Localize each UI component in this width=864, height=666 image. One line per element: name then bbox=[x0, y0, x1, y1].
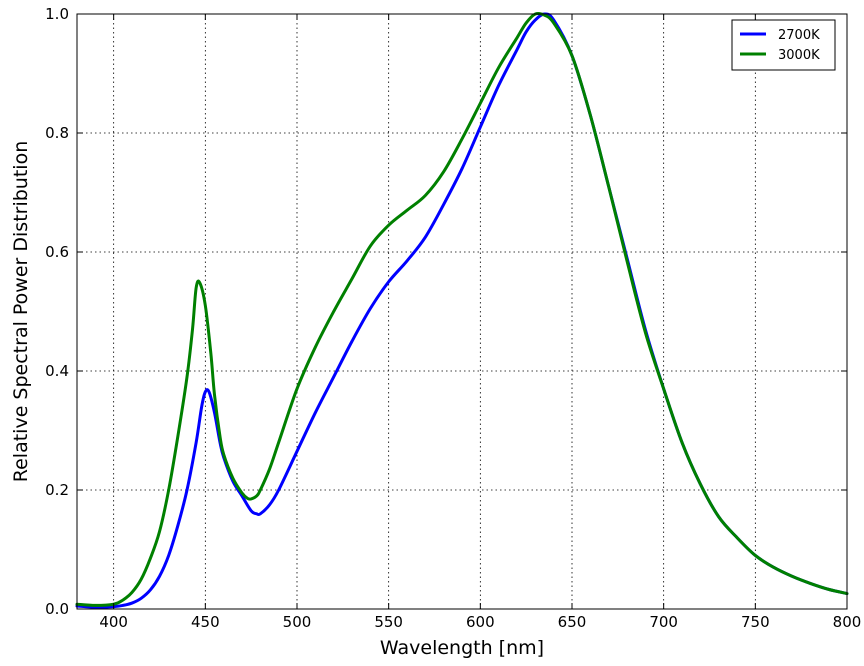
y-tick-label: 0.6 bbox=[45, 243, 69, 261]
x-tick-label: 800 bbox=[833, 613, 862, 631]
tick-labels: 400 450 500 550 600 650 700 750 800 0.0 0.2 0.4 0.6 0… bbox=[45, 5, 861, 631]
x-tick-label: 450 bbox=[191, 613, 220, 631]
y-tick-label: 0.0 bbox=[45, 600, 69, 618]
x-tick-label: 550 bbox=[374, 613, 403, 631]
y-tick-label: 0.2 bbox=[45, 481, 69, 499]
legend-box bbox=[731, 19, 836, 71]
series-line-3000k bbox=[75, 11, 849, 607]
axis-ticks bbox=[77, 13, 848, 610]
x-tick-label: 700 bbox=[649, 613, 678, 631]
legend-label: 2700K bbox=[778, 28, 820, 43]
y-tick-label: 0.4 bbox=[45, 362, 69, 380]
x-tick-label: 650 bbox=[558, 613, 587, 631]
plot-frame bbox=[76, 13, 848, 610]
x-axis-label: Wavelength [nm] bbox=[380, 637, 544, 659]
y-tick-label: 1.0 bbox=[45, 5, 69, 23]
legend: 2700K 3000K bbox=[731, 19, 836, 71]
legend-label: 3000K bbox=[778, 48, 820, 63]
x-tick-label: 400 bbox=[99, 613, 128, 631]
x-tick-label: 750 bbox=[741, 613, 770, 631]
x-tick-label: 600 bbox=[466, 613, 495, 631]
series-lines bbox=[75, 11, 849, 609]
y-axis-label: Relative Spectral Power Distribution bbox=[10, 141, 32, 482]
x-tick-label: 500 bbox=[283, 613, 312, 631]
y-tick-label: 0.8 bbox=[45, 124, 69, 142]
